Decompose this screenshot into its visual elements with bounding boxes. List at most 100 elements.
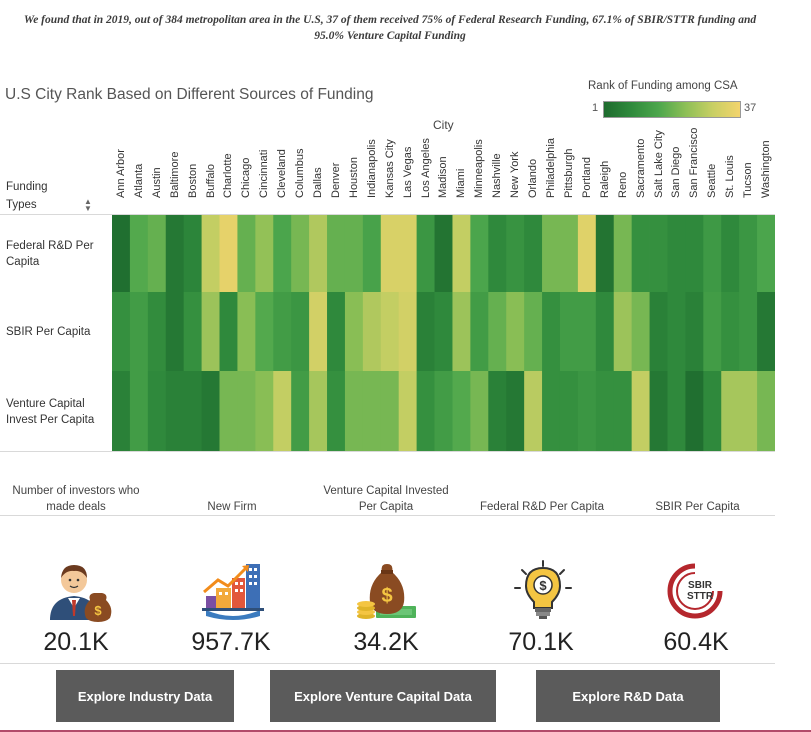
- heatmap-cell[interactable]: [667, 214, 686, 292]
- heatmap-cell[interactable]: [685, 292, 704, 371]
- heatmap-cell[interactable]: [165, 214, 185, 292]
- heatmap-cell[interactable]: [577, 292, 597, 371]
- heatmap-cell[interactable]: [595, 214, 615, 292]
- heatmap-cell[interactable]: [219, 292, 238, 371]
- heatmap-cell[interactable]: [685, 214, 704, 292]
- heatmap-cell[interactable]: [613, 214, 633, 292]
- heatmap-cell[interactable]: [344, 292, 364, 371]
- heatmap-cell[interactable]: [631, 292, 650, 371]
- heatmap-cell[interactable]: [703, 292, 722, 371]
- heatmap-cell[interactable]: [452, 214, 471, 292]
- heatmap-cell[interactable]: [362, 371, 382, 451]
- heatmap-cell[interactable]: [237, 292, 256, 371]
- heatmap-cell[interactable]: [112, 371, 131, 451]
- heatmap-cell[interactable]: [667, 292, 686, 371]
- heatmap-cell[interactable]: [434, 371, 453, 451]
- heatmap-cell[interactable]: [309, 371, 328, 451]
- heatmap-cell[interactable]: [416, 371, 435, 451]
- heatmap-cell[interactable]: [147, 292, 167, 371]
- heatmap-cell[interactable]: [488, 371, 507, 451]
- color-legend-bar[interactable]: [603, 101, 741, 118]
- heatmap-cell[interactable]: [685, 371, 704, 451]
- heatmap-cell[interactable]: [595, 371, 615, 451]
- heatmap-cell[interactable]: [542, 371, 561, 451]
- heatmap-cell[interactable]: [291, 371, 310, 451]
- heatmap-cell[interactable]: [183, 292, 202, 371]
- heatmap-cell[interactable]: [255, 214, 274, 292]
- heatmap-cell[interactable]: [327, 214, 346, 292]
- heatmap-cell[interactable]: [470, 292, 489, 371]
- funding-rank-heatmap[interactable]: [112, 214, 775, 451]
- heatmap-cell[interactable]: [721, 371, 740, 451]
- heatmap-cell[interactable]: [237, 371, 256, 451]
- heatmap-cell[interactable]: [595, 292, 615, 371]
- heatmap-cell[interactable]: [434, 292, 453, 371]
- heatmap-cell[interactable]: [506, 214, 525, 292]
- heatmap-cell[interactable]: [739, 371, 758, 451]
- heatmap-cell[interactable]: [416, 292, 435, 371]
- heatmap-cell[interactable]: [631, 214, 650, 292]
- heatmap-cell[interactable]: [452, 371, 471, 451]
- heatmap-cell[interactable]: [542, 292, 561, 371]
- sort-icon[interactable]: ▲ ▼: [84, 197, 92, 213]
- heatmap-cell[interactable]: [344, 214, 364, 292]
- heatmap-cell[interactable]: [721, 292, 740, 371]
- heatmap-cell[interactable]: [291, 214, 310, 292]
- heatmap-cell[interactable]: [757, 214, 775, 292]
- heatmap-cell[interactable]: [380, 292, 400, 371]
- heatmap-cell[interactable]: [327, 292, 346, 371]
- heatmap-cell[interactable]: [255, 371, 274, 451]
- heatmap-cell[interactable]: [721, 214, 740, 292]
- heatmap-cell[interactable]: [488, 214, 507, 292]
- heatmap-cell[interactable]: [291, 292, 310, 371]
- heatmap-cell[interactable]: [559, 292, 579, 371]
- heatmap-cell[interactable]: [559, 371, 579, 451]
- heatmap-cell[interactable]: [273, 371, 292, 451]
- heatmap-cell[interactable]: [739, 292, 758, 371]
- heatmap-cell[interactable]: [309, 214, 328, 292]
- heatmap-cell[interactable]: [757, 371, 775, 451]
- heatmap-cell[interactable]: [147, 371, 167, 451]
- heatmap-cell[interactable]: [362, 214, 382, 292]
- heatmap-cell[interactable]: [129, 371, 149, 451]
- heatmap-cell[interactable]: [506, 371, 525, 451]
- heatmap-cell[interactable]: [219, 214, 238, 292]
- heatmap-cell[interactable]: [309, 292, 328, 371]
- heatmap-cell[interactable]: [129, 214, 149, 292]
- heatmap-cell[interactable]: [398, 371, 418, 451]
- heatmap-cell[interactable]: [327, 371, 346, 451]
- heatmap-cell[interactable]: [452, 292, 471, 371]
- heatmap-cell[interactable]: [524, 214, 543, 292]
- heatmap-cell[interactable]: [506, 292, 525, 371]
- heatmap-cell[interactable]: [416, 214, 435, 292]
- heatmap-cell[interactable]: [649, 292, 668, 371]
- heatmap-cell[interactable]: [165, 292, 185, 371]
- heatmap-cell[interactable]: [667, 371, 686, 451]
- heatmap-cell[interactable]: [703, 371, 722, 451]
- heatmap-cell[interactable]: [165, 371, 185, 451]
- heatmap-cell[interactable]: [757, 292, 775, 371]
- heatmap-cell[interactable]: [112, 214, 131, 292]
- heatmap-cell[interactable]: [542, 214, 561, 292]
- heatmap-cell[interactable]: [201, 214, 220, 292]
- heatmap-cell[interactable]: [613, 371, 633, 451]
- heatmap-cell[interactable]: [649, 214, 668, 292]
- heatmap-cell[interactable]: [470, 371, 489, 451]
- heatmap-cell[interactable]: [434, 214, 453, 292]
- heatmap-cell[interactable]: [470, 214, 489, 292]
- explore-industry-button[interactable]: Explore Industry Data: [56, 670, 234, 722]
- heatmap-cell[interactable]: [649, 371, 668, 451]
- heatmap-cell[interactable]: [237, 214, 256, 292]
- heatmap-cell[interactable]: [631, 371, 650, 451]
- explore-rd-button[interactable]: Explore R&D Data: [536, 670, 720, 722]
- heatmap-cell[interactable]: [362, 292, 382, 371]
- heatmap-cell[interactable]: [398, 214, 418, 292]
- heatmap-cell[interactable]: [488, 292, 507, 371]
- heatmap-cell[interactable]: [524, 371, 543, 451]
- heatmap-cell[interactable]: [129, 292, 149, 371]
- heatmap-cell[interactable]: [613, 292, 633, 371]
- heatmap-cell[interactable]: [201, 371, 220, 451]
- heatmap-cell[interactable]: [201, 292, 220, 371]
- explore-venture-capital-button[interactable]: Explore Venture Capital Data: [270, 670, 496, 722]
- heatmap-cell[interactable]: [703, 214, 722, 292]
